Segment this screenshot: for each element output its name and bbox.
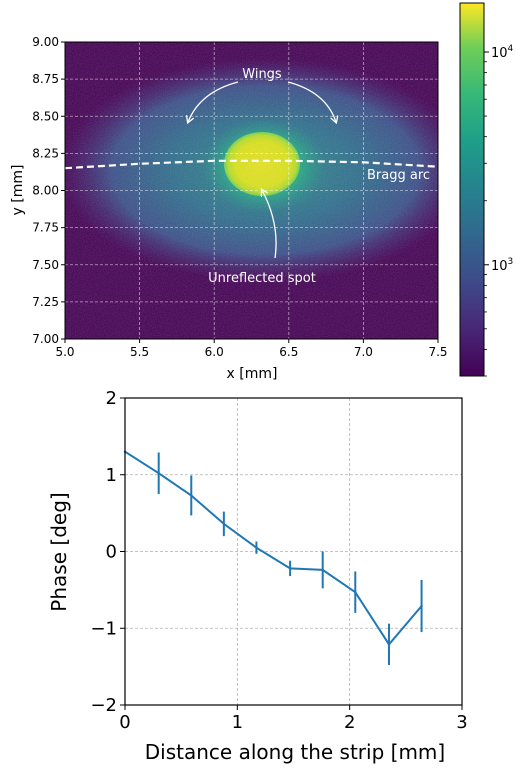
heatmap-y-axis-label: y [mm] <box>10 165 26 216</box>
colorbar-tick-exponent: 4 <box>508 44 514 54</box>
heatmap-x-tick-label: 6.0 <box>205 345 224 359</box>
wings-arrow-right <box>287 81 336 122</box>
heatmap-y-tick-label: 8.25 <box>32 146 59 160</box>
heatmap-x-tick-label: 7.0 <box>354 345 373 359</box>
heatmap-plot: 5.0 5.5 6.0 6.5 7.0 7.5 7.00 7.25 7.50 7.75 8.00 8… <box>10 35 448 382</box>
heatmap-y-ticks: 7.00 7.25 7.50 7.75 8.00 8.25 8.50 8.75 9.00 <box>32 35 65 346</box>
colorbar-tick-exponent: 3 <box>508 257 514 267</box>
bragg-arc-line <box>65 159 438 170</box>
unreflected-spot-arrow <box>262 190 277 259</box>
lineplot-y-tick-label: −2 <box>90 695 117 716</box>
colorbar-tick-base: 10 <box>491 46 508 61</box>
phase-series-line <box>124 450 423 647</box>
lineplot-y-tick-label: −1 <box>90 618 117 639</box>
bragg-arc-annotation: Bragg arc <box>367 168 430 183</box>
lineplot-y-tick-label: 2 <box>106 388 117 409</box>
colorbar-tick-base: 10 <box>491 259 508 274</box>
heatmap-grid <box>65 42 438 339</box>
heatmap-x-axis-label: x [mm] <box>227 366 278 382</box>
lineplot-y-ticks: −2 −1 0 1 2 <box>90 388 125 716</box>
heatmap-y-tick-label: 7.50 <box>32 258 59 272</box>
heatmap-x-tick-label: 5.5 <box>130 345 149 359</box>
colorbar-tick-label: 103 <box>491 257 513 274</box>
unreflected-spot-annotation: Unreflected spot <box>208 271 316 286</box>
heatmap-y-tick-label: 7.75 <box>32 221 59 235</box>
lineplot-y-axis-label: Phase [deg] <box>47 492 71 611</box>
phase-line-plot: 0 1 2 3 −2 −1 0 1 2 Distance along the strip [m… <box>47 388 468 764</box>
wings-annotation: Wings <box>242 67 282 82</box>
lineplot-x-tick-label: 1 <box>232 712 243 733</box>
heatmap-x-ticks: 5.0 5.5 6.0 6.5 7.0 7.5 <box>55 339 448 359</box>
lineplot-x-tick-label: 3 <box>456 712 467 733</box>
heatmap-x-tick-label: 5.0 <box>55 345 74 359</box>
heatmap-y-tick-label: 9.00 <box>32 35 59 49</box>
colorbar-tick-label: 104 <box>491 44 514 61</box>
heatmap-y-tick-label: 8.50 <box>32 109 59 123</box>
wings-arrow-left <box>188 81 239 122</box>
heatmap-x-tick-label: 7.5 <box>428 345 447 359</box>
lineplot-x-axis-label: Distance along the strip [mm] <box>145 740 445 764</box>
heatmap-x-tick-label: 6.5 <box>279 345 298 359</box>
lineplot-x-ticks: 0 1 2 3 <box>119 705 468 733</box>
heatmap-y-tick-label: 8.00 <box>32 184 59 198</box>
lineplot-x-tick-label: 0 <box>119 712 130 733</box>
heatmap-y-tick-label: 8.75 <box>32 72 59 86</box>
heatmap-y-tick-label: 7.00 <box>32 332 59 346</box>
heatmap-y-tick-label: 7.25 <box>32 295 59 309</box>
lineplot-y-tick-label: 0 <box>106 542 117 563</box>
colorbar-gradient <box>459 2 485 377</box>
lineplot-y-tick-label: 1 <box>106 465 117 486</box>
lineplot-x-tick-label: 2 <box>344 712 355 733</box>
